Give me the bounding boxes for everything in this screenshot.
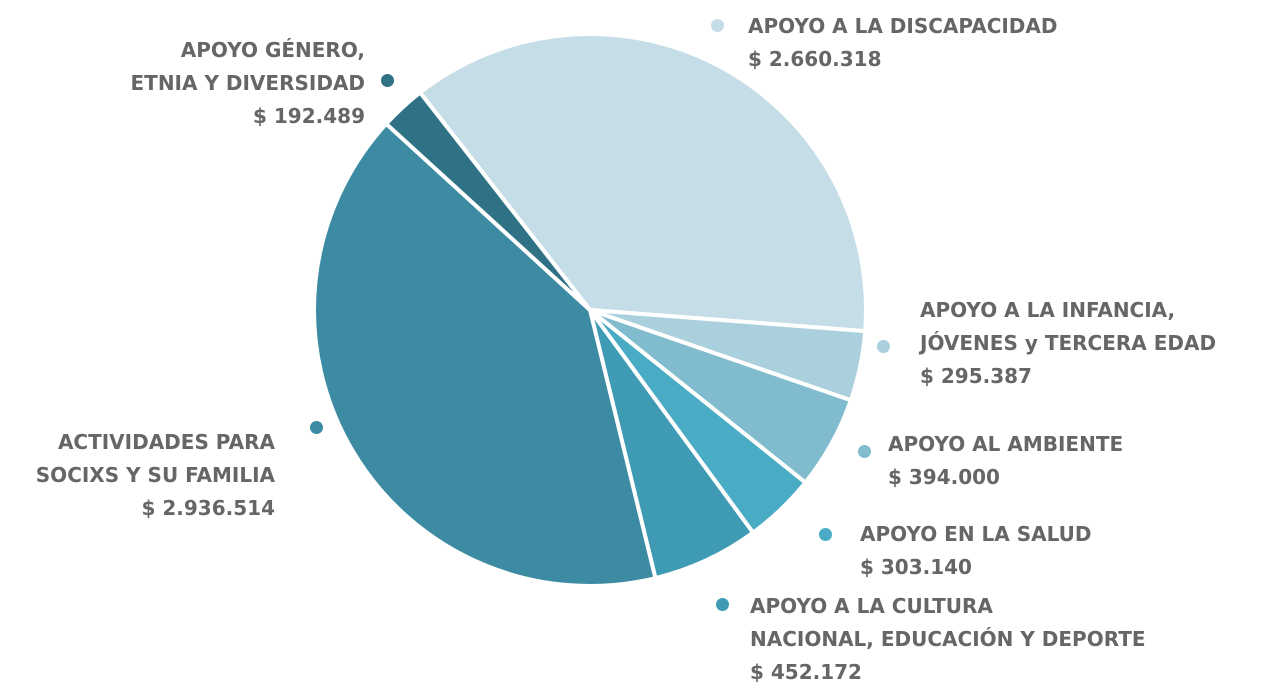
legend-dot [711, 19, 724, 32]
legend-dot [877, 340, 890, 353]
slice-label: ACTIVIDADES PARA SOCIXS Y SU FAMILIA $ 2.… [36, 426, 275, 525]
value-label: $ 192.489 [253, 104, 365, 128]
category-label: APOYO A LA DISCAPACIDAD [748, 14, 1058, 38]
legend-dot [858, 445, 871, 458]
category-label: APOYO A LA CULTURA NACIONAL, EDUCACIÓN Y… [750, 594, 1146, 651]
legend-dot [819, 528, 832, 541]
slice [418, 32, 868, 334]
slice-label: APOYO A LA INFANCIA, JÓVENES y TERCERA E… [920, 294, 1216, 393]
slice [384, 90, 592, 312]
legend-dot [716, 598, 729, 611]
category-label: APOYO AL AMBIENTE [888, 432, 1124, 456]
category-label: APOYO GÉNERO, ETNIA Y DIVERSIDAD [130, 38, 365, 95]
value-label: $ 303.140 [860, 555, 972, 579]
slice-label: APOYO AL AMBIENTE $ 394.000 [888, 428, 1123, 494]
value-label: $ 2.660.318 [748, 47, 882, 71]
slice [312, 121, 658, 588]
category-label: APOYO A LA INFANCIA, JÓVENES y TERCERA E… [920, 298, 1217, 355]
slice-label: APOYO A LA DISCAPACIDAD $ 2.660.318 [748, 10, 1058, 76]
legend-dot [381, 74, 394, 87]
legend-dot [310, 421, 323, 434]
slice-label: APOYO A LA CULTURA NACIONAL, EDUCACIÓN Y… [750, 590, 1146, 689]
slice-label: APOYO GÉNERO, ETNIA Y DIVERSIDAD $ 192.48… [131, 34, 365, 133]
value-label: $ 452.172 [750, 660, 862, 684]
slice-label: APOYO EN LA SALUD $ 303.140 [860, 518, 1091, 584]
value-label: $ 295.387 [920, 364, 1032, 388]
category-label: ACTIVIDADES PARA SOCIXS Y SU FAMILIA [35, 430, 275, 487]
value-label: $ 2.936.514 [141, 496, 276, 520]
category-label: APOYO EN LA SALUD [860, 522, 1092, 546]
value-label: $ 394.000 [888, 465, 1000, 489]
